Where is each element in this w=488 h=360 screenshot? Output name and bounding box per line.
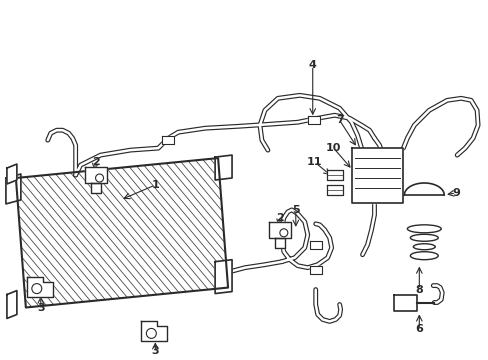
Polygon shape bbox=[90, 183, 101, 193]
Polygon shape bbox=[326, 170, 342, 180]
Polygon shape bbox=[309, 266, 321, 274]
Polygon shape bbox=[7, 164, 17, 184]
Text: 10: 10 bbox=[325, 143, 341, 153]
Ellipse shape bbox=[407, 225, 440, 233]
Text: 8: 8 bbox=[415, 284, 422, 294]
Polygon shape bbox=[215, 260, 232, 293]
Text: 4: 4 bbox=[308, 60, 316, 71]
Text: 9: 9 bbox=[451, 188, 459, 198]
Polygon shape bbox=[394, 294, 416, 311]
Polygon shape bbox=[268, 222, 290, 238]
Polygon shape bbox=[6, 174, 21, 204]
Text: 11: 11 bbox=[306, 157, 322, 167]
Polygon shape bbox=[7, 291, 17, 319]
Polygon shape bbox=[16, 158, 227, 307]
Polygon shape bbox=[274, 238, 285, 248]
Text: 3: 3 bbox=[151, 346, 159, 356]
Ellipse shape bbox=[409, 234, 437, 241]
Text: 6: 6 bbox=[414, 324, 423, 334]
Polygon shape bbox=[215, 155, 232, 180]
Polygon shape bbox=[404, 183, 443, 195]
Polygon shape bbox=[309, 241, 321, 249]
Text: 2: 2 bbox=[92, 157, 99, 167]
Polygon shape bbox=[141, 321, 167, 341]
Polygon shape bbox=[27, 276, 53, 297]
Polygon shape bbox=[326, 185, 342, 195]
Text: 2: 2 bbox=[275, 213, 283, 223]
Polygon shape bbox=[162, 136, 174, 144]
Polygon shape bbox=[351, 148, 403, 203]
Text: 7: 7 bbox=[335, 115, 343, 125]
Text: 3: 3 bbox=[37, 302, 44, 312]
Text: 5: 5 bbox=[291, 205, 299, 215]
Ellipse shape bbox=[412, 244, 434, 250]
Polygon shape bbox=[84, 167, 106, 183]
Polygon shape bbox=[307, 116, 319, 124]
Ellipse shape bbox=[409, 252, 437, 260]
Text: 1: 1 bbox=[151, 180, 159, 190]
